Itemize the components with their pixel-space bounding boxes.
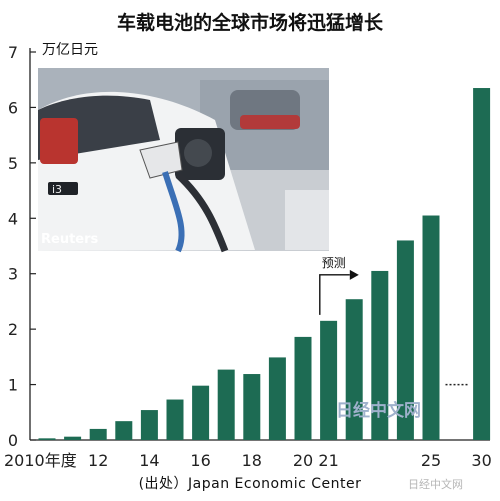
car-badge-text: i3: [52, 183, 62, 196]
bar-2011: [64, 436, 82, 440]
bar-2015: [166, 399, 184, 440]
bar-2019: [268, 357, 286, 440]
y-tick-label: 6: [8, 98, 18, 117]
bar-2025: [422, 215, 440, 440]
bar-2023: [371, 270, 389, 440]
y-tick-label: 5: [8, 154, 18, 173]
x-tick-label: 21: [318, 451, 338, 470]
bar-2020: [294, 336, 312, 440]
watermark: 日经中文网: [336, 400, 421, 421]
bar-2016: [192, 385, 210, 440]
y-tick-label: 1: [8, 376, 18, 395]
bar-2010: [38, 438, 56, 440]
photo-credit: Reuters: [41, 232, 99, 247]
car-badge: [48, 182, 78, 195]
bar-2017: [217, 369, 235, 440]
bar-2013: [115, 421, 133, 440]
bar-2018: [243, 374, 261, 440]
y-tick-label: 2: [8, 320, 18, 339]
x-tick-label: 25: [421, 451, 441, 470]
bar-2014: [140, 410, 158, 440]
x-tick-label: 12: [88, 451, 108, 470]
forecast-arrow: [349, 269, 359, 280]
watermark-small: 日经中文网: [408, 477, 463, 491]
y-tick-label: 0: [8, 431, 18, 450]
forecast-label: 预测: [322, 256, 346, 270]
x-tick-label: 14: [139, 451, 159, 470]
x-tick-label: 30: [471, 451, 491, 470]
x-tick-label: 16: [190, 451, 210, 470]
bar-2024: [396, 240, 414, 440]
y-tick-label: 7: [8, 43, 18, 62]
y-tick-label: 3: [8, 265, 18, 284]
bar-2030: [473, 88, 491, 441]
chart-title: 车载电池的全球市场将迅猛增长: [117, 11, 384, 34]
overlay: 预测: [319, 256, 470, 386]
bar-2012: [89, 428, 107, 440]
x-tick-label: 2010年度: [4, 451, 77, 470]
x-tick-label: 20: [293, 451, 313, 470]
source-note: (出处）Japan Economic Center: [139, 476, 362, 492]
x-tick-label: 18: [242, 451, 262, 470]
y-tick-label: 4: [8, 209, 18, 228]
bars: [38, 88, 491, 441]
forecast-bracket: [319, 274, 350, 315]
inset-photo: i3 Reuters: [38, 68, 329, 253]
bar-2022: [345, 299, 363, 440]
bar-2021: [320, 320, 338, 440]
y-axis-label: 万亿日元: [42, 42, 98, 58]
